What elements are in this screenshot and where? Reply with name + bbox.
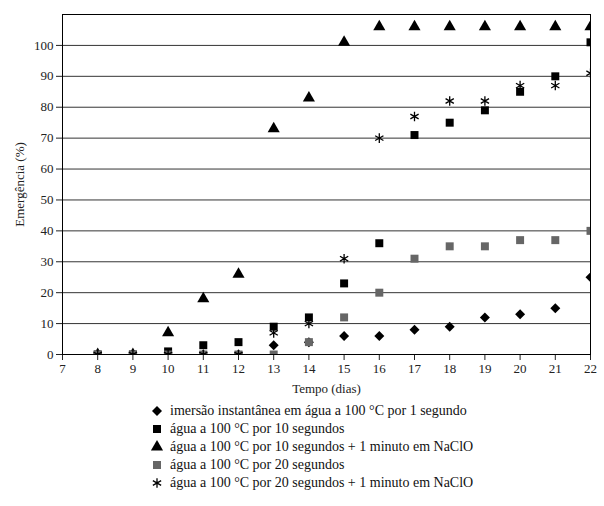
svg-text:20: 20 bbox=[41, 285, 54, 300]
svg-text:12: 12 bbox=[232, 361, 245, 376]
html-text:água a 100 °C por 20 segundos: água a 100 °C por 20 segundos bbox=[170, 457, 345, 472]
html-text:água a 100 °C por 20 segundos: água a 100 °C por 20 segundos + 1 minuto… bbox=[170, 475, 474, 490]
html-text:água a 100 °C por 10 segundos: água a 100 °C por 10 segundos + 1 minuto… bbox=[170, 439, 474, 454]
svg-text:17: 17 bbox=[408, 361, 422, 376]
svg-text:14: 14 bbox=[302, 361, 316, 376]
html-text:água a 100 °C por 10 segundos: água a 100 °C por 10 segundos bbox=[170, 421, 345, 436]
svg-text:10: 10 bbox=[162, 361, 175, 376]
svg-text:90: 90 bbox=[41, 68, 54, 83]
svg-text:Emergência (%): Emergência (%) bbox=[12, 142, 27, 227]
svg-text:18: 18 bbox=[443, 361, 456, 376]
svg-text:9: 9 bbox=[130, 361, 137, 376]
svg-text:80: 80 bbox=[41, 99, 54, 114]
svg-text:20: 20 bbox=[514, 361, 527, 376]
svg-text:19: 19 bbox=[478, 361, 491, 376]
svg-text:7: 7 bbox=[59, 361, 66, 376]
svg-text:40: 40 bbox=[41, 223, 54, 238]
svg-text:11: 11 bbox=[197, 361, 210, 376]
svg-text:Tempo (dias): Tempo (dias) bbox=[292, 381, 361, 396]
svg-text:15: 15 bbox=[338, 361, 351, 376]
svg-text:21: 21 bbox=[549, 361, 562, 376]
svg-text:70: 70 bbox=[41, 130, 54, 145]
svg-text:8: 8 bbox=[94, 361, 101, 376]
svg-text:30: 30 bbox=[41, 254, 54, 269]
svg-text:50: 50 bbox=[41, 192, 54, 207]
svg-text:100: 100 bbox=[34, 38, 54, 53]
svg-text:13: 13 bbox=[267, 361, 280, 376]
svg-text:16: 16 bbox=[373, 361, 387, 376]
svg-text:10: 10 bbox=[41, 316, 54, 331]
svg-text:60: 60 bbox=[41, 161, 54, 176]
html-text:imersão instantânea em água a: imersão instantânea em água a 100 °C por… bbox=[170, 403, 467, 418]
svg-text:22: 22 bbox=[584, 361, 597, 376]
svg-text:0: 0 bbox=[47, 347, 54, 362]
